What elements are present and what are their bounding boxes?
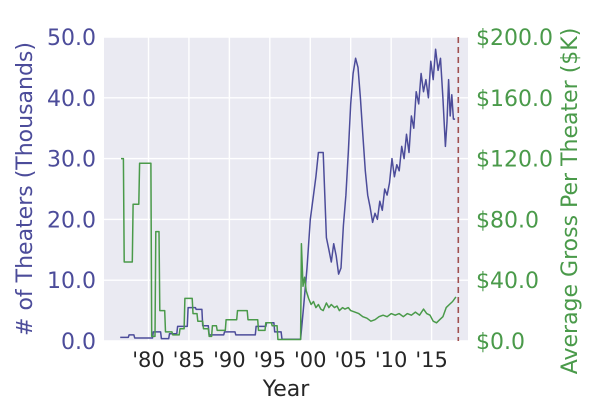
right-y-tick-label: $120.0: [476, 148, 553, 173]
right-y-tick-label: $80.0: [476, 208, 539, 233]
right-y-tick-label: $200.0: [476, 26, 553, 51]
right-y-tick-label: $40.0: [476, 269, 539, 294]
right-y-tick-label: $160.0: [476, 87, 553, 112]
left-y-tick-label: 30.0: [47, 148, 96, 173]
series-layer: [120, 48, 457, 341]
left-y-tick-label: 0.0: [61, 330, 96, 355]
x-tick-labels: '80 '85 '90 '95 '00 '05 '10 '15: [132, 348, 448, 372]
right-y-tick-label: $0.0: [476, 330, 525, 355]
left-y-tick-label: 50.0: [47, 26, 96, 51]
theaters-series-line: [120, 48, 456, 340]
x-tick-label: '05: [334, 348, 367, 372]
left-y-axis-label: # of Theaters (Thousands): [13, 42, 38, 336]
x-tick-label: '00: [294, 348, 327, 372]
x-tick-label: '10: [375, 348, 408, 372]
x-tick-label: '85: [173, 348, 206, 372]
left-y-tick-labels: 0.0 10.0 20.0 30.0 40.0 50.0: [47, 26, 96, 355]
grid-lines: [104, 36, 468, 342]
gross-per-theater-series-line: [121, 157, 457, 341]
left-y-tick-label: 40.0: [47, 87, 96, 112]
x-tick-label: '15: [415, 348, 448, 372]
left-y-tick-label: 20.0: [47, 208, 96, 233]
right-y-tick-labels: $0.0 $40.0 $80.0 $120.0 $160.0 $200.0: [476, 26, 553, 355]
x-tick-label: '80: [132, 348, 165, 372]
x-axis-label: Year: [262, 377, 311, 402]
x-tick-label: '95: [254, 348, 287, 372]
x-tick-label: '90: [213, 348, 246, 372]
right-y-axis-label: Average Gross Per Theater ($K): [558, 28, 583, 375]
left-y-tick-label: 10.0: [47, 269, 96, 294]
plot-background: [104, 37, 468, 341]
